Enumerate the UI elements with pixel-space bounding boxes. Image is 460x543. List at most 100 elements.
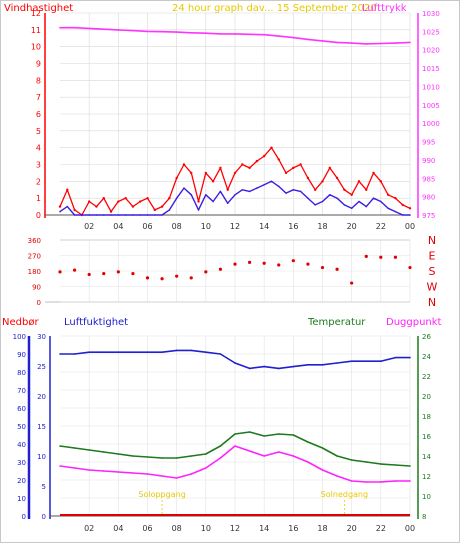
pressure-tick-label: 1015 xyxy=(422,65,440,73)
wind-gust-point xyxy=(343,188,346,191)
dewpoint-point xyxy=(59,465,61,467)
wind-average-point xyxy=(153,214,156,216)
dewpoint-point xyxy=(365,481,368,483)
temperature-point xyxy=(409,465,411,467)
direction-point xyxy=(262,261,266,265)
humidity-tick-label: 0 xyxy=(42,513,46,521)
wind-average-point xyxy=(234,194,236,196)
rain-axis-label: Nedbør xyxy=(2,317,39,328)
humidity-point xyxy=(146,351,149,354)
x-tick-label: 22 xyxy=(376,222,386,231)
pressure-point xyxy=(219,33,222,35)
pressure-point xyxy=(380,42,382,45)
pressure-point xyxy=(394,42,397,44)
direction-point xyxy=(393,255,398,259)
wind-average-point xyxy=(277,185,280,188)
wind-average-point xyxy=(102,214,105,216)
wind-gust-point xyxy=(73,208,76,212)
wind-average-point xyxy=(81,214,83,216)
direction-tick-label: 360 xyxy=(28,237,41,245)
rain-tick-label: 90 xyxy=(17,351,26,359)
x-tick-label: 04 xyxy=(113,222,123,231)
dewpoint-point xyxy=(321,469,324,471)
wind-average-point xyxy=(161,214,163,216)
humidity-point xyxy=(365,360,368,363)
compass-label: N xyxy=(428,234,436,247)
compass-label: W xyxy=(427,281,438,294)
temperature-point xyxy=(350,459,353,461)
wind-gust-point xyxy=(117,200,120,203)
x-tick-label: 12 xyxy=(230,524,240,533)
dewpoint-point xyxy=(380,481,382,483)
wind-gust-point xyxy=(394,196,397,200)
wind-direction-panel: 0 N 90 W 180 S 270 E 360 N xyxy=(28,234,438,309)
direction-point xyxy=(335,267,339,271)
x-tick-label: 02 xyxy=(84,524,94,533)
pressure-point xyxy=(234,33,236,35)
wind-average-point xyxy=(73,214,76,216)
wind-pressure-panel: 0123456789101112975980985990995100010051… xyxy=(31,9,440,231)
wind-average-point xyxy=(248,190,251,193)
humidity-point xyxy=(380,360,382,363)
wind-average-point xyxy=(241,188,244,191)
temperature-point xyxy=(219,445,222,447)
pressure-point xyxy=(73,26,76,29)
humidity-axis-label: Luftfuktighet xyxy=(64,317,128,328)
wind-gust-point xyxy=(233,171,237,175)
humidity-point xyxy=(248,367,251,370)
wind-average-point xyxy=(168,209,171,211)
pressure-point xyxy=(292,36,295,39)
direction-tick-label: 90 xyxy=(32,284,41,292)
dewpoint-point xyxy=(248,450,251,452)
dewpoint-point xyxy=(102,470,105,472)
temperature-point xyxy=(248,431,251,433)
pressure-point xyxy=(365,43,368,45)
direction-point xyxy=(364,254,368,258)
rain-tick-label: 80 xyxy=(17,369,26,377)
humidity-point xyxy=(102,351,105,354)
wind-gust-point xyxy=(350,193,353,196)
x-tick-label: 10 xyxy=(201,524,211,533)
wind-average-point xyxy=(59,210,61,213)
wind-average-point xyxy=(117,214,120,216)
wind-gust-point xyxy=(241,163,244,166)
dewpoint-point xyxy=(88,469,90,471)
temperature-point xyxy=(365,461,368,463)
pressure-tick-label: 1020 xyxy=(422,47,440,55)
temperature-point xyxy=(292,434,295,436)
humidity-point xyxy=(336,362,338,364)
wind-tick-label: 3 xyxy=(36,161,41,170)
humidity-point xyxy=(161,351,163,354)
temperature-point xyxy=(59,445,61,447)
x-tick-label: 00 xyxy=(405,524,415,533)
dewpoint-point xyxy=(190,473,193,475)
x-tick-label: 02 xyxy=(84,222,94,231)
wind-tick-label: 8 xyxy=(36,76,41,85)
dewpoint-point xyxy=(277,451,280,453)
rain-tick-label: 10 xyxy=(17,495,26,503)
temperature-point xyxy=(336,455,338,457)
x-tick-label: 10 xyxy=(201,222,211,231)
wind-average-point xyxy=(175,197,178,199)
compass-label: N xyxy=(428,296,436,309)
pressure-point xyxy=(59,26,61,29)
wind-gust-point xyxy=(357,180,361,183)
pressure-tick-label: 985 xyxy=(422,175,435,183)
wind-average-point xyxy=(307,197,309,199)
direction-point xyxy=(277,263,281,267)
wind-gust-point xyxy=(321,180,324,183)
x-tick-label: 06 xyxy=(142,222,152,231)
wind-gust-point xyxy=(372,171,375,175)
compass-label: S xyxy=(429,265,436,278)
humidity-point xyxy=(321,364,324,366)
pressure-tick-label: 990 xyxy=(422,157,435,165)
dewpoint-point xyxy=(307,461,309,463)
direction-point xyxy=(233,262,237,266)
x-tick-label: 14 xyxy=(259,524,269,533)
wind-gust-point xyxy=(66,188,69,191)
direction-point xyxy=(87,272,91,277)
x-tick-label: 08 xyxy=(172,524,182,533)
wind-gust-point xyxy=(328,166,331,170)
humidity-temperature-panel: 0102030405060708090100051015202530810121… xyxy=(13,333,432,533)
temperature-tick-label: 20 xyxy=(422,393,431,401)
